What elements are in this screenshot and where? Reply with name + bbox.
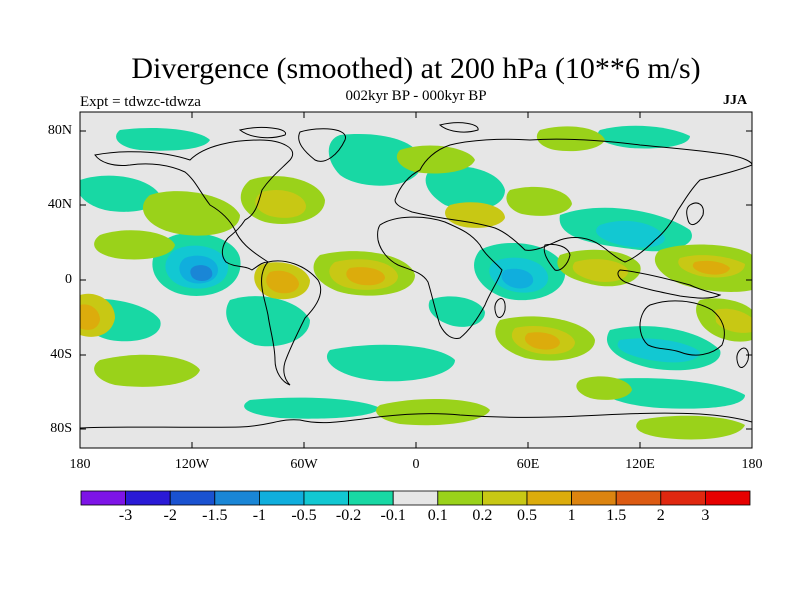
colorbar-swatch-3 (214, 490, 260, 506)
lon-label-120w: 120W (174, 457, 210, 472)
lat-label-40s: 40S (50, 347, 72, 362)
japan-coast (686, 202, 704, 226)
colorbar-label: 3 (701, 507, 710, 524)
colorbar-swatch-0 (80, 490, 126, 506)
eurasia-coast (394, 138, 752, 263)
lon-label-0: 0 (412, 457, 420, 472)
indian-subcontinent-coast (543, 243, 571, 271)
colorbar-label: -0.1 (380, 507, 406, 524)
colorbar-label: -1.5 (202, 507, 228, 524)
lat-label-80n: 80N (47, 123, 72, 138)
new-zealand-coast (736, 347, 749, 368)
colorbar-label: 1 (567, 507, 576, 524)
colorbar-swatch-9 (481, 490, 528, 506)
plot-subtitle: 002kyr BP - 000kyr BP (345, 88, 487, 104)
colorbar-swatch-11 (571, 490, 617, 506)
lon-label-120e: 120E (625, 457, 655, 472)
colorbar-label: 2 (656, 507, 665, 524)
colorbar-label: 1.5 (606, 507, 627, 524)
plot-title: Divergence (smoothed) at 200 hPa (10**6 … (131, 52, 701, 85)
colorbar-swatch-2 (169, 490, 216, 506)
lat-label-80s: 80S (50, 421, 72, 436)
lat-label-0: 0 (65, 272, 72, 287)
colorbar-swatch-1 (125, 490, 171, 506)
colorbar-label: 0.2 (472, 507, 493, 524)
lon-label-60w: 60W (290, 457, 318, 472)
colorbar-label: -2 (163, 507, 177, 524)
south-america-coast (261, 260, 322, 386)
australia-coast (639, 300, 725, 356)
experiment-label: Expt = tdwzc-tdwza (80, 94, 201, 110)
colorbar (80, 490, 751, 506)
lon-label-60e: 60E (516, 457, 540, 472)
colorbar-swatch-4 (258, 490, 305, 506)
africa-coast (377, 216, 503, 339)
arctic-islands (238, 122, 479, 139)
colorbar-swatch-10 (526, 490, 572, 506)
colorbar-label: -0.2 (335, 507, 362, 524)
colorbar-swatch-13 (660, 490, 706, 506)
colorbar-label: -3 (118, 507, 133, 524)
colorbar-swatch-12 (615, 490, 662, 506)
coastline-outlines (80, 122, 752, 429)
greenland-coast (298, 128, 346, 162)
colorbar-label: 0.1 (427, 507, 448, 524)
madagascar-coast (494, 297, 506, 318)
lat-label-40n: 40N (47, 197, 72, 212)
colorbar-swatch-5 (303, 490, 349, 506)
colorbar-swatch-7 (392, 490, 439, 506)
divergence-field (80, 112, 752, 448)
colorbar-label: -0.5 (291, 507, 317, 524)
season-label: JJA (723, 93, 748, 108)
southeast-asia-islands (617, 269, 722, 299)
colorbar-swatch-6 (348, 490, 394, 506)
lon-label-180e: 180 (741, 457, 763, 472)
negative-divergence-regions (80, 125, 752, 419)
colorbar-swatch-14 (705, 490, 751, 506)
colorbar-swatch-8 (437, 490, 483, 506)
north-america-coast (94, 139, 293, 271)
colorbar-label: -1 (252, 507, 267, 524)
colorbar-label: 0.5 (517, 507, 537, 524)
axis-ticks (79, 112, 753, 448)
lon-label-180w: 180 (69, 457, 91, 472)
antarctica-coast (80, 412, 752, 429)
